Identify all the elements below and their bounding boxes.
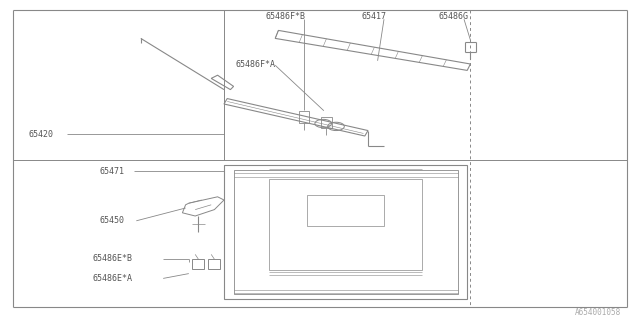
- Text: 65417: 65417: [362, 12, 387, 21]
- Text: 65486G: 65486G: [438, 12, 468, 21]
- Text: 65486F*B: 65486F*B: [266, 12, 306, 21]
- Text: 65486E*B: 65486E*B: [93, 254, 133, 263]
- Text: 65450: 65450: [99, 216, 124, 225]
- Text: 65486F*A: 65486F*A: [236, 60, 275, 68]
- Text: 65471: 65471: [99, 167, 124, 176]
- Text: A654001058: A654001058: [575, 308, 621, 317]
- Text: 65486E*A: 65486E*A: [93, 274, 133, 283]
- Text: 65420: 65420: [29, 130, 54, 139]
